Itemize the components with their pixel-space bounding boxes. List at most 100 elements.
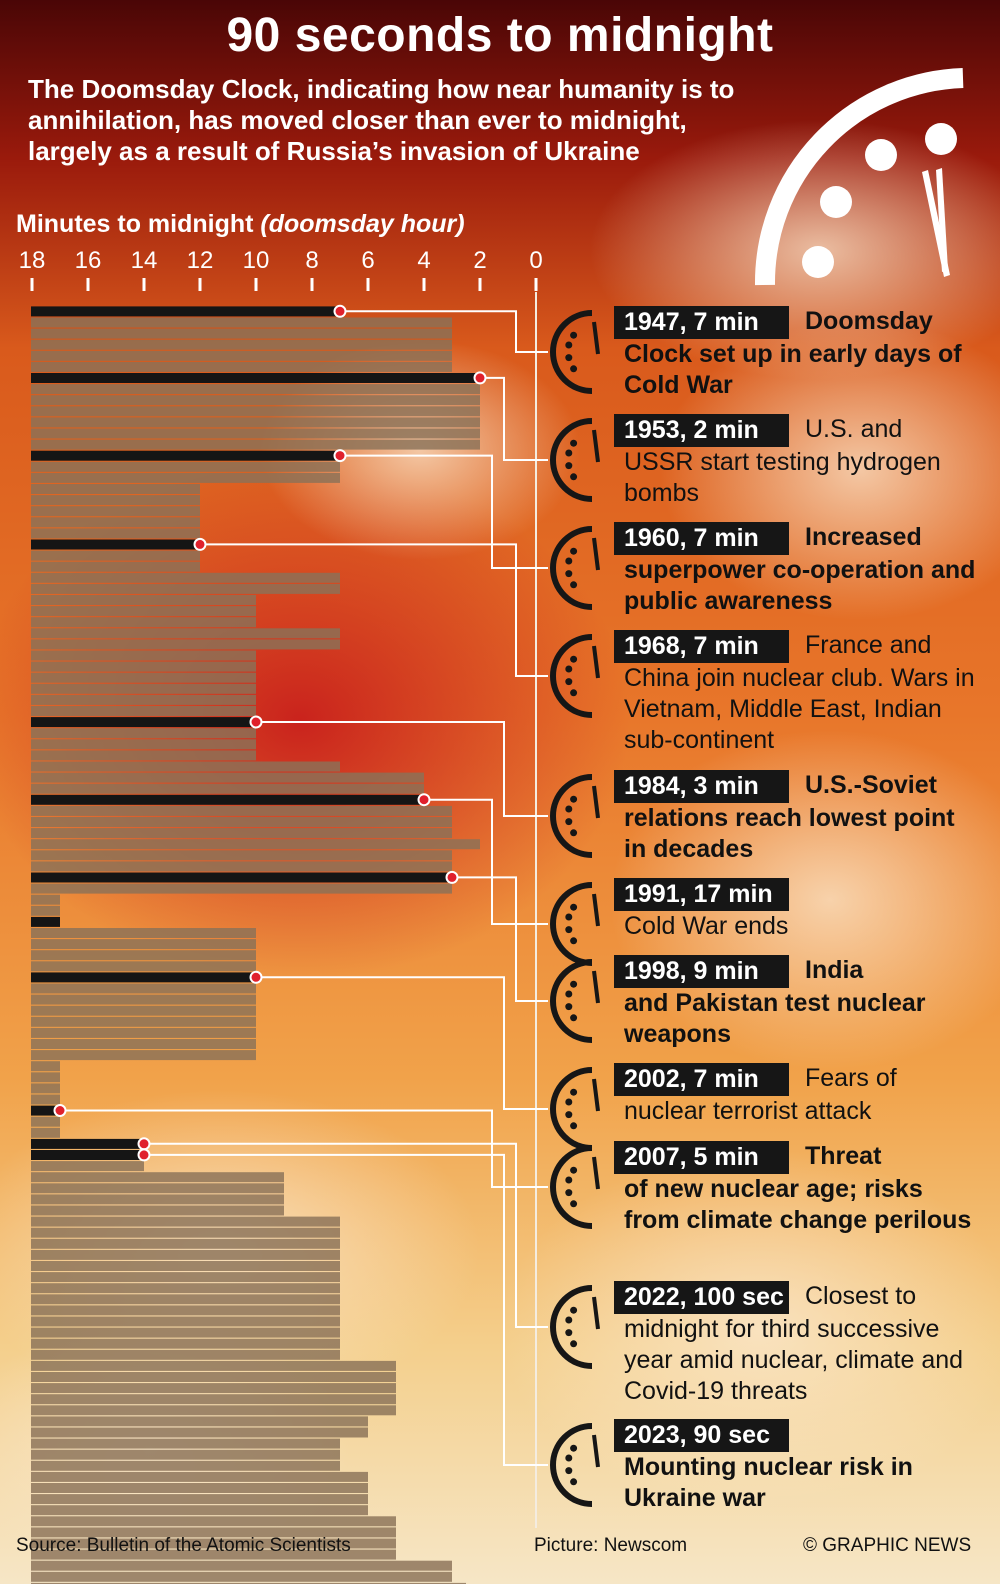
bar-marker — [417, 793, 431, 807]
bar-highlight — [31, 1150, 144, 1160]
event-text-lead: Increased — [805, 523, 922, 551]
bar — [31, 361, 452, 372]
bar — [31, 1272, 340, 1283]
bar — [31, 572, 340, 583]
event-box: 1947, 7 min Doomsday Clock set up in early… — [552, 306, 982, 401]
event-text: relations reach lowest point in decades — [624, 804, 955, 863]
bar — [31, 761, 340, 772]
bar — [31, 528, 200, 539]
bar — [31, 595, 256, 605]
bar — [31, 1161, 144, 1172]
event-box: 1953, 2 min U.S. and USSR start testing hy… — [552, 414, 982, 509]
bar — [31, 1205, 284, 1216]
connector-line — [200, 543, 548, 677]
bar-highlight — [31, 306, 340, 317]
graphic-credit: © GRAPHIC NEWS — [803, 1535, 972, 1556]
bar-highlight — [31, 717, 256, 728]
connector-line — [340, 454, 548, 569]
event-text-lead: U.S. and — [805, 415, 903, 443]
bar — [31, 1249, 340, 1260]
bar — [31, 1360, 396, 1371]
source-note: Source: Bulletin of the Atomic Scientist… — [16, 1535, 351, 1556]
bar — [31, 1050, 256, 1061]
bar — [31, 1549, 396, 1560]
connector-line — [60, 1109, 548, 1188]
event-box: 2007, 5 min Threat of new nuclear age; ris… — [552, 1141, 982, 1236]
event-text: Cold War ends — [624, 912, 789, 940]
bar-marker — [473, 371, 487, 385]
bar — [31, 650, 256, 661]
tick-label: 16 — [75, 247, 102, 274]
bar — [31, 1127, 60, 1138]
bar — [31, 517, 200, 528]
bar — [31, 694, 256, 705]
bar — [31, 417, 480, 428]
bar — [31, 395, 480, 406]
event-box: 1998, 9 min India and Pakistan test nuclea… — [552, 955, 982, 1050]
bar — [31, 739, 256, 750]
bar — [31, 1383, 396, 1394]
bar — [31, 928, 256, 938]
bar-highlight — [31, 1105, 60, 1116]
tick-label: 4 — [417, 247, 430, 274]
event-text: midnight for third successive year amid … — [624, 1315, 964, 1405]
bar — [31, 1227, 340, 1238]
tick-label: 18 — [19, 247, 46, 274]
clock-icon — [550, 1067, 600, 1151]
bar — [31, 950, 256, 961]
bar-highlight — [31, 872, 452, 883]
bar-marker — [193, 537, 207, 551]
connector-line — [144, 1142, 548, 1328]
bar — [31, 1183, 284, 1194]
bar-marker — [333, 449, 347, 463]
bar-marker — [249, 970, 263, 984]
event-text-lead: France and — [805, 631, 932, 659]
bar — [31, 672, 256, 683]
bar — [31, 1582, 466, 1584]
event-text: China join nuclear club. Wars in Vietnam… — [624, 664, 975, 754]
event-tag: 2023, 90 sec — [614, 1419, 789, 1452]
bar — [31, 1516, 396, 1527]
bar-highlight — [31, 450, 340, 461]
event-tag: 1960, 7 min — [614, 522, 789, 555]
connector-line — [424, 798, 548, 925]
bar — [31, 1261, 340, 1271]
bar-marker — [445, 870, 459, 884]
bar — [31, 1216, 340, 1227]
event-box: 2002, 7 min Fears of nuclear terrorist att… — [552, 1063, 982, 1127]
bar — [31, 1027, 256, 1038]
bar — [31, 317, 452, 328]
page-title: 90 seconds to midnight — [226, 9, 774, 62]
bar — [31, 1494, 368, 1505]
bar-highlight — [31, 1138, 144, 1149]
clock-icon — [550, 1145, 600, 1229]
bar — [31, 1172, 284, 1183]
event-text-lead: India — [805, 956, 864, 984]
bar — [31, 983, 256, 994]
bar — [31, 728, 256, 739]
bar — [31, 1094, 60, 1105]
event-text: Mounting nuclear risk in Ukraine war — [624, 1453, 913, 1512]
bar-highlight — [31, 794, 424, 805]
bar — [31, 1538, 396, 1549]
event-tag: 1947, 7 min — [614, 306, 789, 339]
event-tag: 2022, 100 sec — [614, 1281, 789, 1314]
bar — [31, 850, 452, 861]
bar — [31, 1194, 284, 1205]
bar — [31, 706, 256, 716]
bar — [31, 328, 452, 339]
clock-icon — [550, 882, 600, 966]
bar — [31, 750, 256, 761]
event-text: of new nuclear age; risks from climate c… — [624, 1175, 972, 1234]
doomsday-clock-icon — [754, 68, 964, 286]
bar — [31, 472, 340, 483]
connector-line — [340, 310, 548, 353]
tick-label: 8 — [305, 247, 318, 274]
event-tag: 2002, 7 min — [614, 1063, 789, 1096]
bar — [31, 639, 340, 650]
event-tag: 1953, 2 min — [614, 414, 789, 447]
bar-highlight — [31, 916, 60, 927]
bar — [31, 1039, 256, 1049]
event-text: and Pakistan test nuclear weapons — [624, 989, 926, 1048]
tick-label: 0 — [529, 247, 542, 274]
